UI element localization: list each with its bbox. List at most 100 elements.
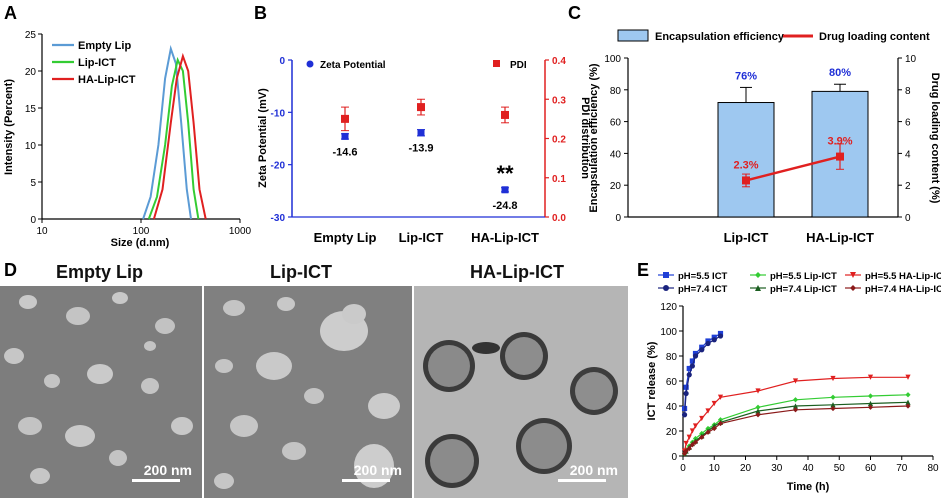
- micrograph-lip-ict: 200 nm: [204, 286, 412, 498]
- chart-a-legend-label: Empty Lip: [78, 40, 131, 52]
- chart-c-y-tick-label: 20: [610, 181, 622, 192]
- chart-b-category-label: HA-Lip-ICT: [471, 230, 539, 245]
- chart-e-y-tick-label: 60: [666, 377, 678, 388]
- chart-e-series-point: [905, 399, 911, 405]
- chart-b-y-tick-label: -10: [271, 108, 286, 119]
- chart-e-y-tick-label: 20: [666, 427, 678, 438]
- chart-b-y2-tick-label: 0.1: [552, 174, 566, 185]
- chart-e-x-tick-label: 40: [802, 463, 814, 474]
- chart-e-series-line: [684, 405, 909, 454]
- chart-b-y2-tick-label: 0.2: [552, 135, 566, 146]
- chart-c-y-tick-label: 40: [610, 149, 622, 160]
- chart-e-series-point: [830, 394, 836, 400]
- chart-b-category-label: Lip-ICT: [399, 230, 444, 245]
- micrograph-lip-ict-texture: [214, 297, 400, 489]
- chart-e-series-point: [711, 400, 717, 407]
- chart-e-x-tick-label: 30: [771, 463, 783, 474]
- chart-c-y2-tick-label: 0: [905, 213, 911, 224]
- chart-e-series-point: [699, 434, 705, 440]
- chart-e-x-tick-label: 10: [709, 463, 721, 474]
- chart-c-category-label: Lip-ICT: [724, 230, 769, 245]
- micrograph-ha-lip-ict-texture: [423, 332, 618, 488]
- chart-c-y-label: Encapsulation efficiency (%): [588, 63, 600, 212]
- chart-c-encapsulation: Encapsulation efficiency (%) Drug loadin…: [588, 29, 941, 245]
- chart-e-series-point: [689, 363, 695, 369]
- scale-bar-lip-ict: [342, 479, 390, 482]
- chart-e-legend-label: pH=7.4 HA-Lip-ICT: [865, 284, 941, 295]
- chart-b-y2-label: PDI distribution: [579, 97, 591, 179]
- chart-e-series-point: [755, 404, 761, 410]
- chart-b-y-label: Zeta Potential (mV): [257, 88, 269, 188]
- chart-e-series-point: [683, 390, 689, 397]
- panel-label-a: A: [4, 3, 17, 23]
- chart-e-series-point: [692, 423, 699, 429]
- panel-label-d: D: [4, 260, 17, 280]
- chart-e-series-point: [755, 388, 761, 394]
- chart-b-zeta-pdi: Zeta Potential (mV) PDI distribution 0 -1…: [257, 56, 591, 245]
- chart-b-zeta-value-label: -24.8: [492, 200, 517, 212]
- chart-b-y2-tick-label: 0.3: [552, 95, 566, 106]
- chart-e-series-point: [717, 333, 724, 339]
- chart-b-category-label: Empty Lip: [314, 230, 377, 245]
- micrograph-empty-lip: 200 nm: [0, 286, 202, 498]
- chart-c-category-label: HA-Lip-ICT: [806, 230, 874, 245]
- chart-c-y-tick-label: 80: [610, 86, 622, 97]
- chart-e-x-label: Time (h): [787, 481, 830, 493]
- chart-e-y-tick-label: 100: [660, 327, 677, 338]
- chart-a-series-line: [152, 52, 207, 220]
- chart-e-x-tick-label: 0: [680, 463, 686, 474]
- scale-text-ha-lip-ict: 200 nm: [569, 462, 618, 478]
- chart-e-x-tick-label: 50: [834, 463, 846, 474]
- chart-e-series-point: [683, 440, 689, 447]
- chart-e-legend-marker: [850, 272, 856, 278]
- chart-a-y-tick-label: 20: [25, 67, 37, 78]
- chart-e-series-line: [684, 376, 908, 452]
- chart-c-bar-value-label: 76%: [735, 70, 757, 82]
- chart-e-series-point: [686, 434, 692, 440]
- chart-e-y-tick-label: 0: [671, 452, 677, 463]
- micrograph-empty-lip-texture: [4, 292, 193, 484]
- chart-c-legend-label-bar: Encapsulation efficiency: [655, 31, 785, 43]
- chart-a-y-tick-label: 25: [25, 30, 37, 41]
- chart-e-series-point: [830, 405, 836, 412]
- chart-e-legend-label: pH=5.5 Lip-ICT: [770, 271, 837, 282]
- chart-a-x-label: Size (d.nm): [111, 237, 170, 249]
- chart-c-y2-tick-label: 2: [905, 181, 911, 192]
- chart-b-zeta-value-label: -14.6: [332, 146, 357, 158]
- chart-e-y-tick-label: 80: [666, 352, 678, 363]
- chart-e-series-point: [711, 337, 717, 343]
- chart-a-x-tick-label: 100: [133, 226, 150, 237]
- chart-c-y2-label: Drug loading content (%): [929, 73, 941, 204]
- chart-c-line-point: [836, 152, 844, 161]
- chart-e-series-point: [867, 374, 874, 380]
- chart-b-y-tick-label: -20: [271, 161, 286, 172]
- chart-e-series-point: [699, 347, 705, 353]
- chart-b-pdi-point: [341, 114, 349, 123]
- chart-e-legend-label: pH=5.5 HA-Lip-ICT: [865, 271, 941, 282]
- chart-e-legend-marker: [850, 285, 856, 291]
- chart-e-series-point: [689, 442, 695, 448]
- chart-e-legend-marker: [663, 272, 669, 278]
- chart-e-series-point: [755, 412, 761, 418]
- micrograph-title-lip-ict: Lip-ICT: [270, 262, 332, 282]
- chart-e-series-point: [867, 404, 874, 410]
- chart-e-series-point: [705, 340, 711, 347]
- chart-e-series-point: [711, 425, 717, 432]
- chart-e-y-tick-label: 40: [666, 402, 678, 413]
- chart-e-series-point: [792, 397, 799, 403]
- chart-a-y-tick-label: 0: [30, 215, 36, 226]
- chart-b-zeta-point: [501, 186, 509, 194]
- chart-e-legend-label: pH=7.4 ICT: [678, 284, 728, 295]
- panel-label-e: E: [637, 260, 649, 280]
- chart-e-legend-marker: [755, 285, 761, 291]
- chart-c-y-tick-label: 60: [610, 118, 622, 129]
- chart-e-release: ICT release (%) Time (h) 0 10 20 30 40 50 60 70…: [646, 271, 941, 493]
- chart-e-series-point: [830, 375, 836, 382]
- chart-c-line-value-label: 3.9%: [827, 136, 852, 148]
- chart-e-x-tick-label: 20: [740, 463, 752, 474]
- chart-b-pdi-point: [501, 110, 509, 119]
- chart-b-y-tick-label: 0: [279, 56, 285, 67]
- chart-a-y-tick-label: 5: [30, 178, 36, 189]
- scale-text-empty-lip: 200 nm: [143, 462, 192, 478]
- chart-e-series-point: [830, 402, 836, 408]
